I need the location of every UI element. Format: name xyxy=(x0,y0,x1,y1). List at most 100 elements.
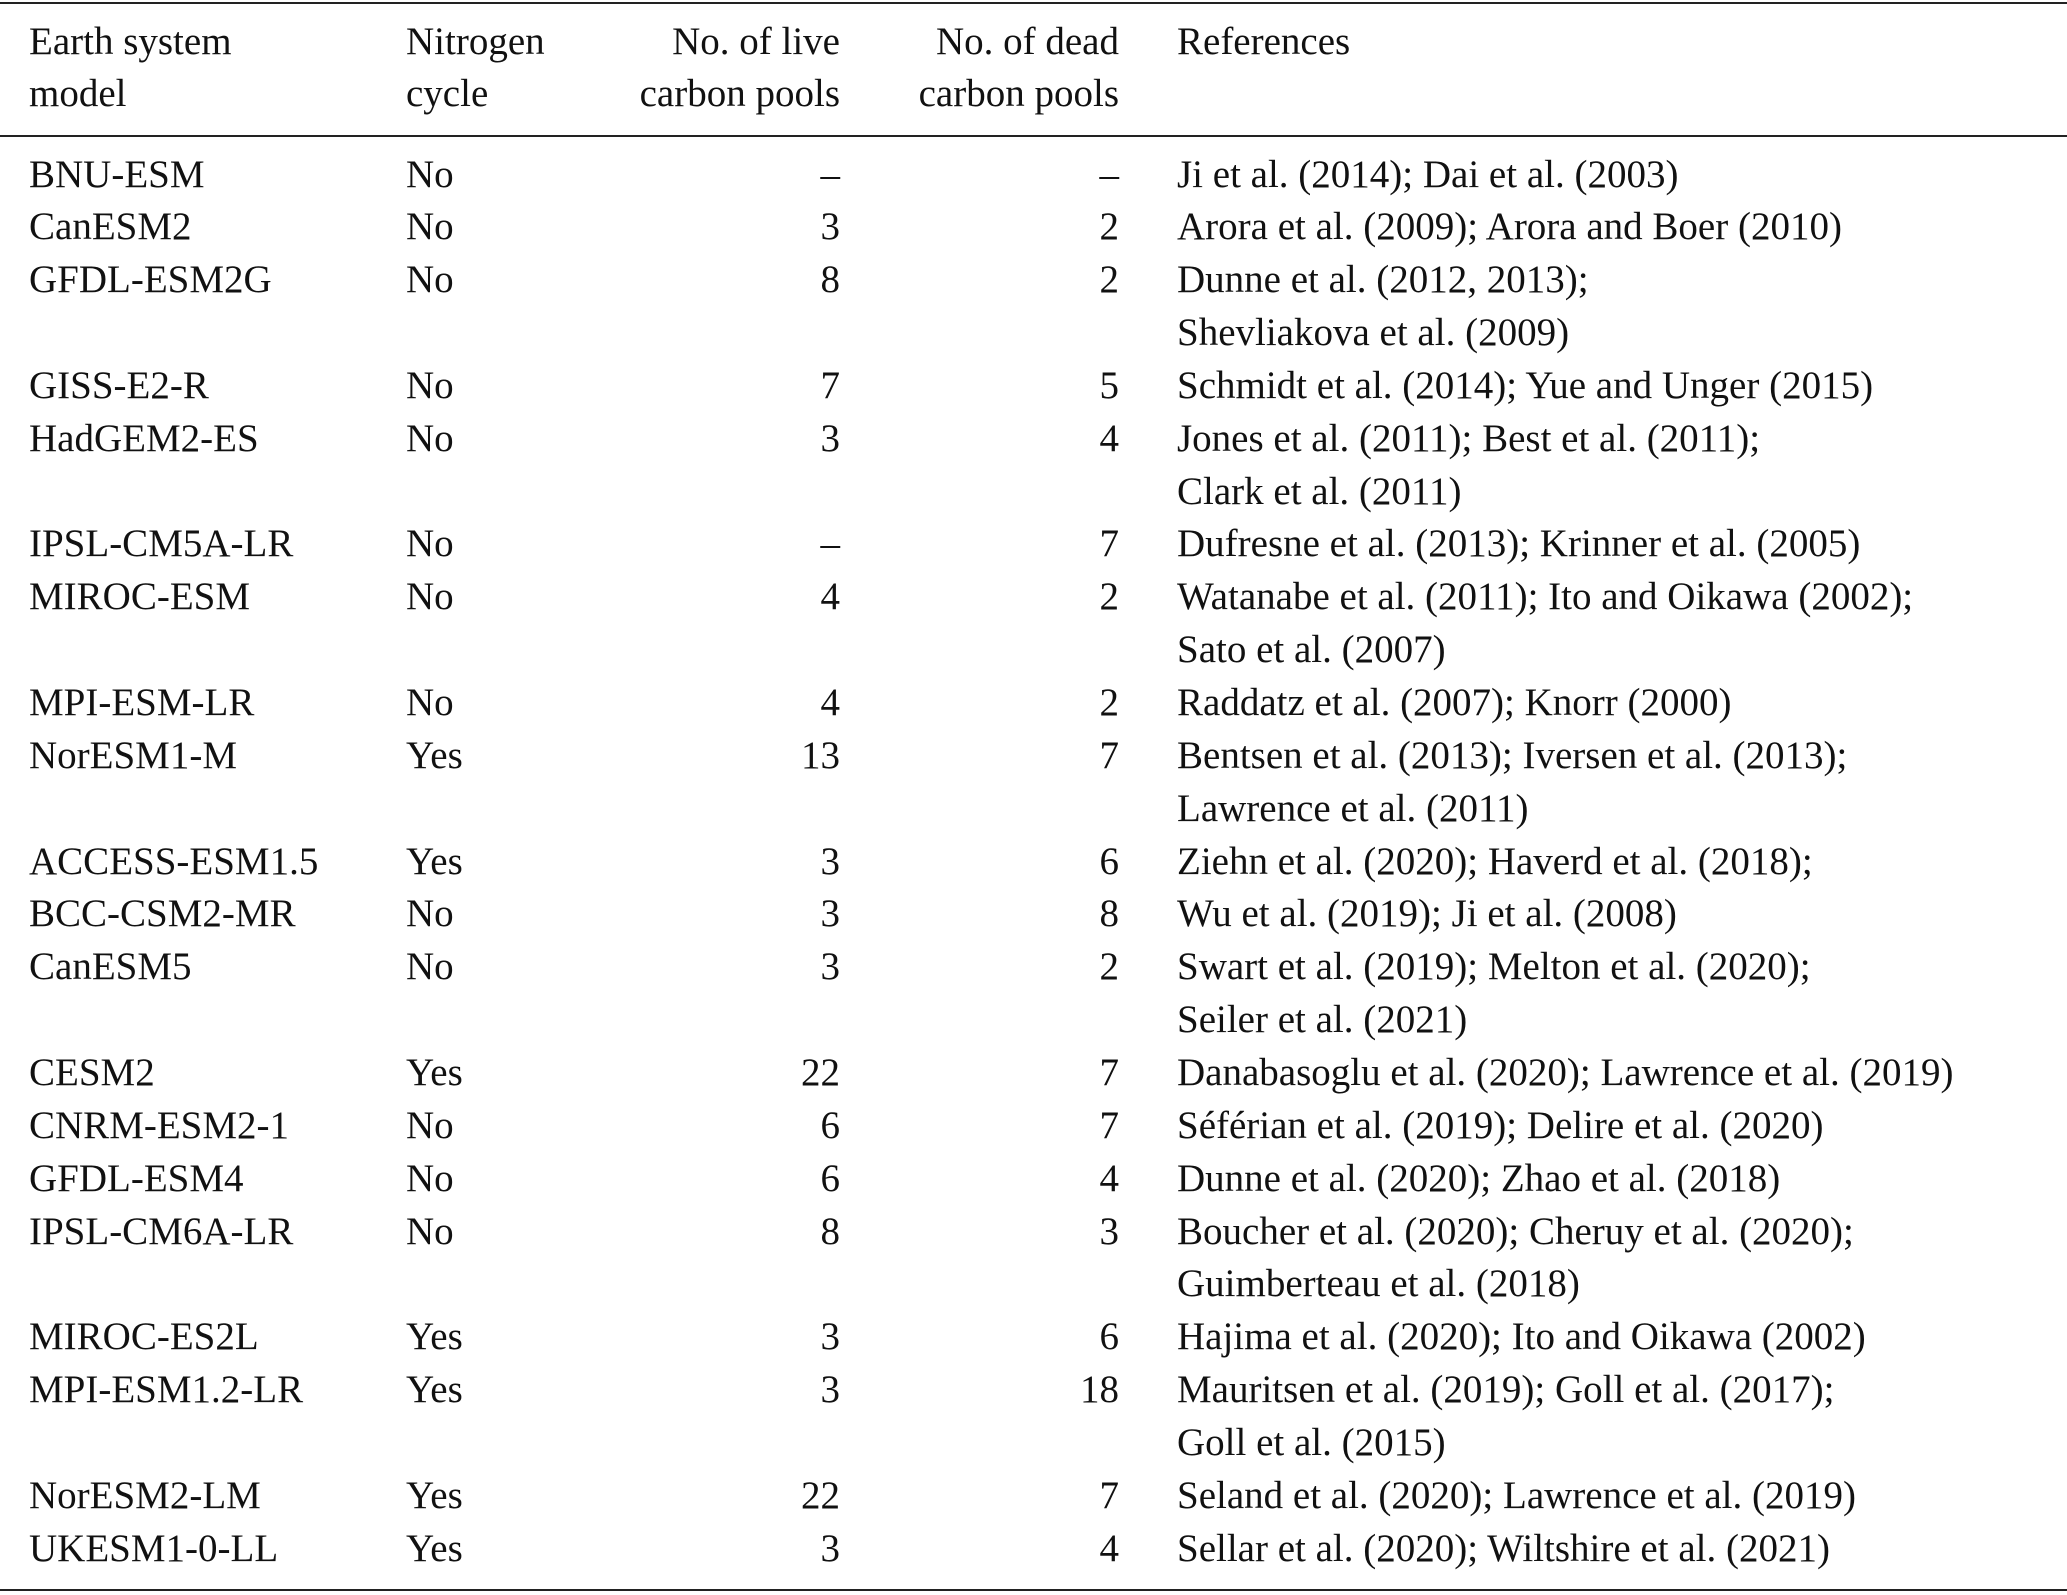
dead-pools: 2 xyxy=(1099,205,1120,249)
nitrogen-cycle: No xyxy=(406,945,454,989)
live-pools: 3 xyxy=(820,205,841,249)
header-rule xyxy=(0,135,2067,137)
nitrogen-cycle: Yes xyxy=(406,733,463,777)
dead-pools: 7 xyxy=(1099,733,1120,777)
nitrogen-cycle: No xyxy=(406,1103,454,1147)
reference: Shevliakova et al. (2009) xyxy=(1177,311,1570,355)
model: MPI-ESM-LR xyxy=(29,681,255,724)
live-pools: 8 xyxy=(820,258,841,302)
live-pools: 22 xyxy=(801,1050,840,1094)
model: CESM2 xyxy=(29,1050,155,1094)
header-live-pools: No. of live xyxy=(672,19,840,63)
bottom-rule xyxy=(0,1589,2067,1591)
dead-pools: – xyxy=(1099,152,1120,196)
model: HadGEM2-ES xyxy=(29,416,259,460)
dead-pools: 2 xyxy=(1099,575,1120,619)
nitrogen-cycle: No xyxy=(406,416,454,460)
live-pools: 3 xyxy=(820,416,841,460)
dead-pools: 5 xyxy=(1099,363,1120,407)
live-pools: 3 xyxy=(820,1315,841,1359)
dead-pools: 4 xyxy=(1099,416,1120,460)
live-pools: 6 xyxy=(820,1156,841,1200)
live-pools: 3 xyxy=(820,839,841,883)
reference: Lawrence et al. (2011) xyxy=(1177,786,1529,830)
nitrogen-cycle: No xyxy=(406,1209,454,1253)
header-nitrogen-cycle: cycle xyxy=(406,72,489,116)
nitrogen-cycle: Yes xyxy=(406,1526,463,1570)
reference: Raddatz et al. (2007); Knorr (2000) xyxy=(1177,681,1732,724)
nitrogen-cycle: No xyxy=(406,152,454,196)
model: CanESM2 xyxy=(29,205,192,249)
model: MPI-ESM1.2-LR xyxy=(29,1368,304,1412)
reference: Ji et al. (2014); Dai et al. (2003) xyxy=(1177,152,1679,196)
reference: Dunne et al. (2020); Zhao et al. (2018) xyxy=(1177,1156,1781,1200)
dead-pools: 7 xyxy=(1099,1103,1120,1147)
model: CNRM-ESM2-1 xyxy=(29,1103,290,1147)
reference: Hajima et al. (2020); Ito and Oikawa (20… xyxy=(1177,1315,1866,1359)
dead-pools: 7 xyxy=(1099,1050,1120,1094)
reference: Goll et al. (2015) xyxy=(1177,1420,1446,1464)
reference: Seland et al. (2020); Lawrence et al. (2… xyxy=(1177,1473,1856,1517)
nitrogen-cycle: Yes xyxy=(406,1368,463,1412)
live-pools: 7 xyxy=(820,363,841,407)
dead-pools: 7 xyxy=(1099,522,1120,566)
dead-pools: 6 xyxy=(1099,1315,1120,1359)
dead-pools: 6 xyxy=(1099,839,1120,883)
live-pools: 3 xyxy=(820,1368,841,1412)
nitrogen-cycle: No xyxy=(406,363,454,407)
live-pools: 6 xyxy=(820,1103,841,1147)
dead-pools: 2 xyxy=(1099,258,1120,302)
nitrogen-cycle: No xyxy=(406,892,454,936)
header-dead-pools: carbon pools xyxy=(918,72,1119,116)
nitrogen-cycle: Yes xyxy=(406,1315,463,1359)
dead-pools: 7 xyxy=(1099,1473,1120,1517)
reference: Watanabe et al. (2011); Ito and Oikawa (… xyxy=(1177,575,1914,619)
header-nitrogen-cycle: Nitrogen xyxy=(406,19,545,63)
model: GFDL-ESM4 xyxy=(29,1156,244,1200)
reference: Wu et al. (2019); Ji et al. (2008) xyxy=(1177,892,1677,936)
reference: Sellar et al. (2020); Wiltshire et al. (… xyxy=(1177,1526,1830,1570)
nitrogen-cycle: No xyxy=(406,681,454,724)
reference: Mauritsen et al. (2019); Goll et al. (20… xyxy=(1177,1368,1835,1412)
reference: Bentsen et al. (2013); Iversen et al. (2… xyxy=(1177,733,1848,777)
nitrogen-cycle: Yes xyxy=(406,1473,463,1517)
live-pools: 4 xyxy=(820,575,841,619)
live-pools: 13 xyxy=(801,733,840,777)
live-pools: – xyxy=(820,152,841,196)
header-model: model xyxy=(29,72,127,116)
nitrogen-cycle: No xyxy=(406,1156,454,1200)
nitrogen-cycle: Yes xyxy=(406,1050,463,1094)
reference: Sato et al. (2007) xyxy=(1177,628,1446,672)
model: BCC-CSM2-MR xyxy=(29,892,296,936)
reference: Swart et al. (2019); Melton et al. (2020… xyxy=(1177,945,1811,989)
dead-pools: 3 xyxy=(1099,1209,1120,1253)
dead-pools: 8 xyxy=(1099,892,1120,936)
dead-pools: 4 xyxy=(1099,1156,1120,1200)
live-pools: 4 xyxy=(820,681,841,724)
model: UKESM1-0-LL xyxy=(29,1526,279,1570)
model: MIROC-ESM xyxy=(29,575,251,619)
dead-pools: 4 xyxy=(1099,1526,1120,1570)
reference: Schmidt et al. (2014); Yue and Unger (20… xyxy=(1177,363,1874,407)
nitrogen-cycle: Yes xyxy=(406,839,463,883)
model: ACCESS-ESM1.5 xyxy=(29,839,319,883)
dead-pools: 18 xyxy=(1080,1368,1119,1412)
live-pools: – xyxy=(820,522,841,566)
nitrogen-cycle: No xyxy=(406,575,454,619)
reference: Ziehn et al. (2020); Haverd et al. (2018… xyxy=(1177,839,1813,883)
nitrogen-cycle: No xyxy=(406,205,454,249)
reference: Séférian et al. (2019); Delire et al. (2… xyxy=(1177,1103,1824,1147)
model: GFDL-ESM2G xyxy=(29,258,272,302)
model: NorESM2-LM xyxy=(29,1473,261,1517)
dead-pools: 2 xyxy=(1099,681,1120,724)
model: BNU-ESM xyxy=(29,152,205,196)
reference: Arora et al. (2009); Arora and Boer (201… xyxy=(1177,205,1842,249)
reference: Danabasoglu et al. (2020); Lawrence et a… xyxy=(1177,1050,1954,1094)
model: IPSL-CM5A-LR xyxy=(29,522,294,566)
reference: Clark et al. (2011) xyxy=(1177,469,1462,513)
live-pools: 3 xyxy=(820,892,841,936)
nitrogen-cycle: No xyxy=(406,522,454,566)
header-model: Earth system xyxy=(29,19,232,63)
model: CanESM5 xyxy=(29,945,192,989)
